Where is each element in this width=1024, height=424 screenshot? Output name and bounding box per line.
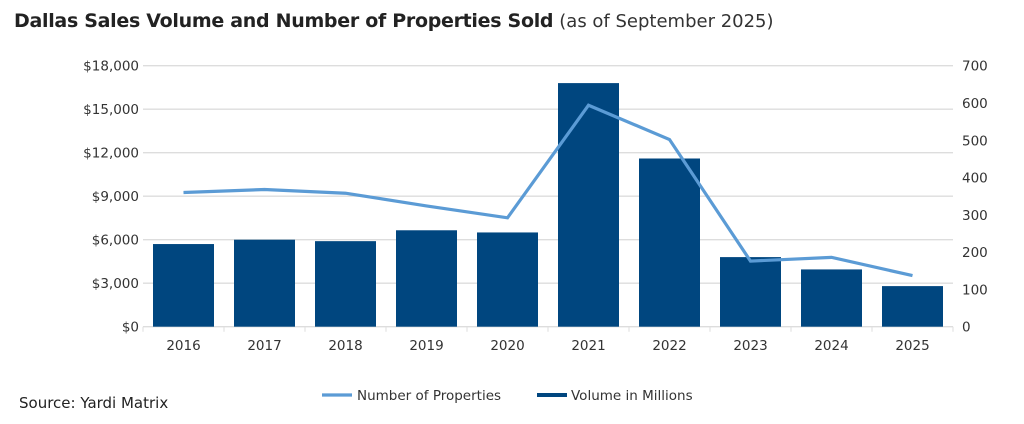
x-tick-label: 2021 xyxy=(571,338,605,354)
bar-2019 xyxy=(396,230,457,327)
bar-2017 xyxy=(234,239,295,327)
x-tick-label: 2017 xyxy=(247,338,281,354)
x-tick-label: 2022 xyxy=(652,338,686,354)
bar-2025 xyxy=(882,286,943,327)
bar-2021 xyxy=(558,83,619,327)
y-left-tick-label: $9,000 xyxy=(92,189,139,205)
y-right-tick-label: 100 xyxy=(962,282,988,298)
y-right-tick-label: 700 xyxy=(962,59,988,75)
x-tick-label: 2016 xyxy=(166,338,200,354)
y-right-tick-label: 600 xyxy=(962,96,988,112)
line-number-of-properties xyxy=(183,103,913,278)
y-right-tick-label: 0 xyxy=(962,320,971,336)
y-left-tick-label: $0 xyxy=(122,320,139,336)
title-subtitle: (as of September 2025) xyxy=(559,11,774,32)
y-right-tick-label: 500 xyxy=(962,133,988,149)
y-left-tick-label: $18,000 xyxy=(83,59,139,75)
chart-title: Dallas Sales Volume and Number of Proper… xyxy=(14,10,774,32)
y-left-tick-label: $15,000 xyxy=(83,102,139,118)
bar-2024 xyxy=(801,269,862,327)
legend-label-number-of-properties: Number of Properties xyxy=(357,388,501,404)
x-tick-label: 2023 xyxy=(733,338,767,354)
y-right-tick-label: 300 xyxy=(962,208,988,224)
x-tick-label: 2018 xyxy=(328,338,362,354)
y-right-tick-label: 200 xyxy=(962,245,988,261)
y-right-tick-label: 400 xyxy=(962,171,988,187)
bar-2016 xyxy=(153,244,214,327)
x-tick-label: 2019 xyxy=(409,338,443,354)
y-left-tick-label: $6,000 xyxy=(92,233,139,249)
x-tick-label: 2024 xyxy=(814,338,848,354)
y-left-tick-label: $3,000 xyxy=(92,276,139,292)
bar-2022 xyxy=(639,158,700,327)
x-tick-label: 2025 xyxy=(895,338,929,354)
source-note: Source: Yardi Matrix xyxy=(19,394,169,412)
legend-label-volume-in-millions: Volume in Millions xyxy=(571,388,693,404)
bar-2018 xyxy=(315,241,376,327)
bar-2023 xyxy=(720,257,781,327)
title-main: Dallas Sales Volume and Number of Proper… xyxy=(14,10,554,32)
bar-2020 xyxy=(477,232,538,327)
y-left-tick-label: $12,000 xyxy=(83,146,139,162)
x-tick-label: 2020 xyxy=(490,338,524,354)
